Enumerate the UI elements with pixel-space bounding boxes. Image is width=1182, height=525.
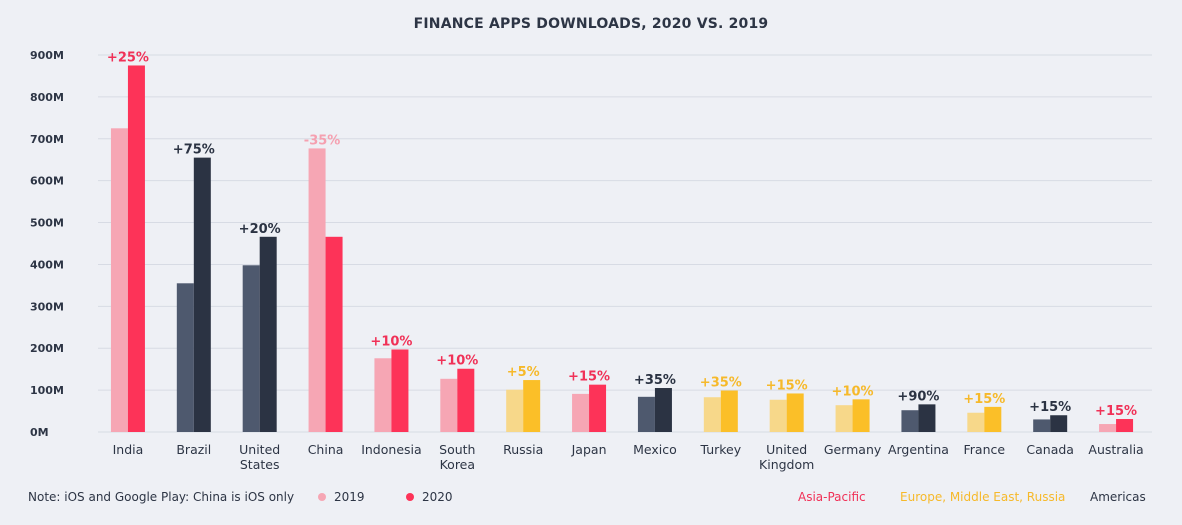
y-tick-label: 100M — [30, 384, 64, 397]
change-label: +15% — [1095, 404, 1137, 419]
bar-2019 — [901, 410, 919, 432]
change-label: +25% — [107, 50, 149, 65]
bar-2020 — [1050, 415, 1068, 432]
change-label: +10% — [436, 354, 478, 369]
change-label: +35% — [700, 376, 742, 391]
source-note: Note: iOS and Google Play: China is iOS … — [28, 490, 295, 504]
x-tick-label: Canada — [1026, 442, 1074, 457]
x-tick-label: Brazil — [176, 442, 211, 457]
change-label: +15% — [1029, 400, 1071, 415]
x-tick-label: China — [308, 442, 344, 457]
bar-2019 — [242, 265, 260, 432]
bar-2020 — [457, 368, 475, 432]
bar-2020 — [852, 399, 870, 432]
change-labels: +25% +75% +20% -35% +10% +10% +5% +15% +35% +35% +… — [107, 50, 1137, 419]
x-tick-label: United Kingdom — [759, 442, 814, 472]
legend-2019-label: 2019 — [334, 490, 365, 504]
bar-2020 — [589, 384, 607, 432]
bar-2020 — [918, 404, 936, 432]
x-tick-label: Turkey — [699, 442, 741, 457]
bar-2020 — [1116, 419, 1134, 432]
x-tick-label: Indonesia — [361, 442, 421, 457]
x-tick-label: India — [113, 442, 144, 457]
bar-2019 — [1033, 419, 1051, 432]
bar-2020 — [720, 390, 738, 432]
x-tick-label: France — [964, 442, 1006, 457]
y-tick-label: 400M — [30, 258, 64, 271]
bar-2020 — [325, 236, 343, 432]
y-tick-label: 800M — [30, 91, 64, 104]
change-label: +75% — [173, 143, 215, 158]
bar-2019 — [967, 412, 985, 432]
y-tick-label: 300M — [30, 300, 64, 313]
change-label: +5% — [507, 365, 540, 380]
x-tick-label: Japan — [571, 442, 607, 457]
chart-title: FINANCE APPS DOWNLOADS, 2020 VS. 2019 — [414, 16, 769, 32]
bar-2019 — [176, 283, 194, 432]
change-label: +15% — [568, 370, 610, 385]
change-label: +10% — [832, 384, 874, 399]
legend-2019-dot — [318, 492, 326, 501]
change-label: +15% — [963, 392, 1005, 407]
bar-2019 — [1099, 424, 1117, 432]
bar-2020 — [984, 406, 1002, 432]
bar-2019 — [308, 148, 326, 432]
bar-2020 — [391, 349, 409, 432]
x-tick-label: Argentina — [888, 442, 949, 457]
change-label: +35% — [634, 373, 676, 388]
bar-2019 — [374, 358, 392, 432]
bars — [110, 65, 1134, 433]
bar-2020 — [127, 65, 145, 432]
x-tick-label: South Korea — [439, 442, 475, 472]
bar-2019 — [637, 396, 655, 432]
region-americas: Americas — [1090, 490, 1146, 504]
bar-2020 — [523, 380, 541, 432]
y-tick-label: 200M — [30, 342, 64, 355]
x-axis: India Brazil United States China Indonesia Sou… — [113, 442, 1144, 472]
legend-2020: 2020 — [406, 490, 453, 504]
bar-chart: FINANCE APPS DOWNLOADS, 2020 VS. 2019 0M… — [30, 16, 1152, 472]
region-emea: Europe, Middle East, Russia — [900, 490, 1066, 504]
y-tick-label: 700M — [30, 133, 64, 146]
region-asia-pacific: Asia-Pacific — [798, 490, 866, 504]
bar-2019 — [703, 397, 721, 432]
bar-2020 — [193, 157, 211, 432]
bar-2020 — [654, 388, 672, 432]
y-tick-label: 900M — [30, 49, 64, 62]
change-label: +20% — [239, 222, 281, 237]
x-tick-label: Russia — [503, 442, 543, 457]
y-tick-label: 500M — [30, 217, 64, 230]
legend-2019: 2019 — [318, 490, 365, 504]
bar-2019 — [835, 405, 853, 432]
y-axis: 0M 100M 200M 300M 400M 500M 600M 700M 800M 900M — [30, 49, 64, 439]
x-tick-label: Mexico — [633, 442, 677, 457]
bar-2019 — [572, 393, 590, 432]
bar-2019 — [440, 378, 458, 432]
legend-2020-label: 2020 — [422, 490, 453, 504]
change-label: +15% — [766, 378, 808, 393]
bar-2019 — [506, 389, 524, 432]
y-tick-label: 0M — [30, 426, 49, 439]
x-tick-label: Australia — [1088, 442, 1143, 457]
bar-2020 — [259, 236, 277, 432]
x-tick-label: United States — [239, 442, 280, 472]
bar-2019 — [110, 128, 128, 433]
chart-footer: Note: iOS and Google Play: China is iOS … — [0, 484, 1182, 514]
change-label: -35% — [304, 133, 341, 148]
x-tick-label: Germany — [824, 442, 882, 457]
change-label: +10% — [370, 334, 412, 349]
legend-2020-dot — [406, 492, 414, 501]
bar-2019 — [769, 399, 787, 432]
bar-2020 — [786, 393, 804, 432]
y-tick-label: 600M — [30, 175, 64, 188]
change-label: +90% — [897, 389, 939, 404]
